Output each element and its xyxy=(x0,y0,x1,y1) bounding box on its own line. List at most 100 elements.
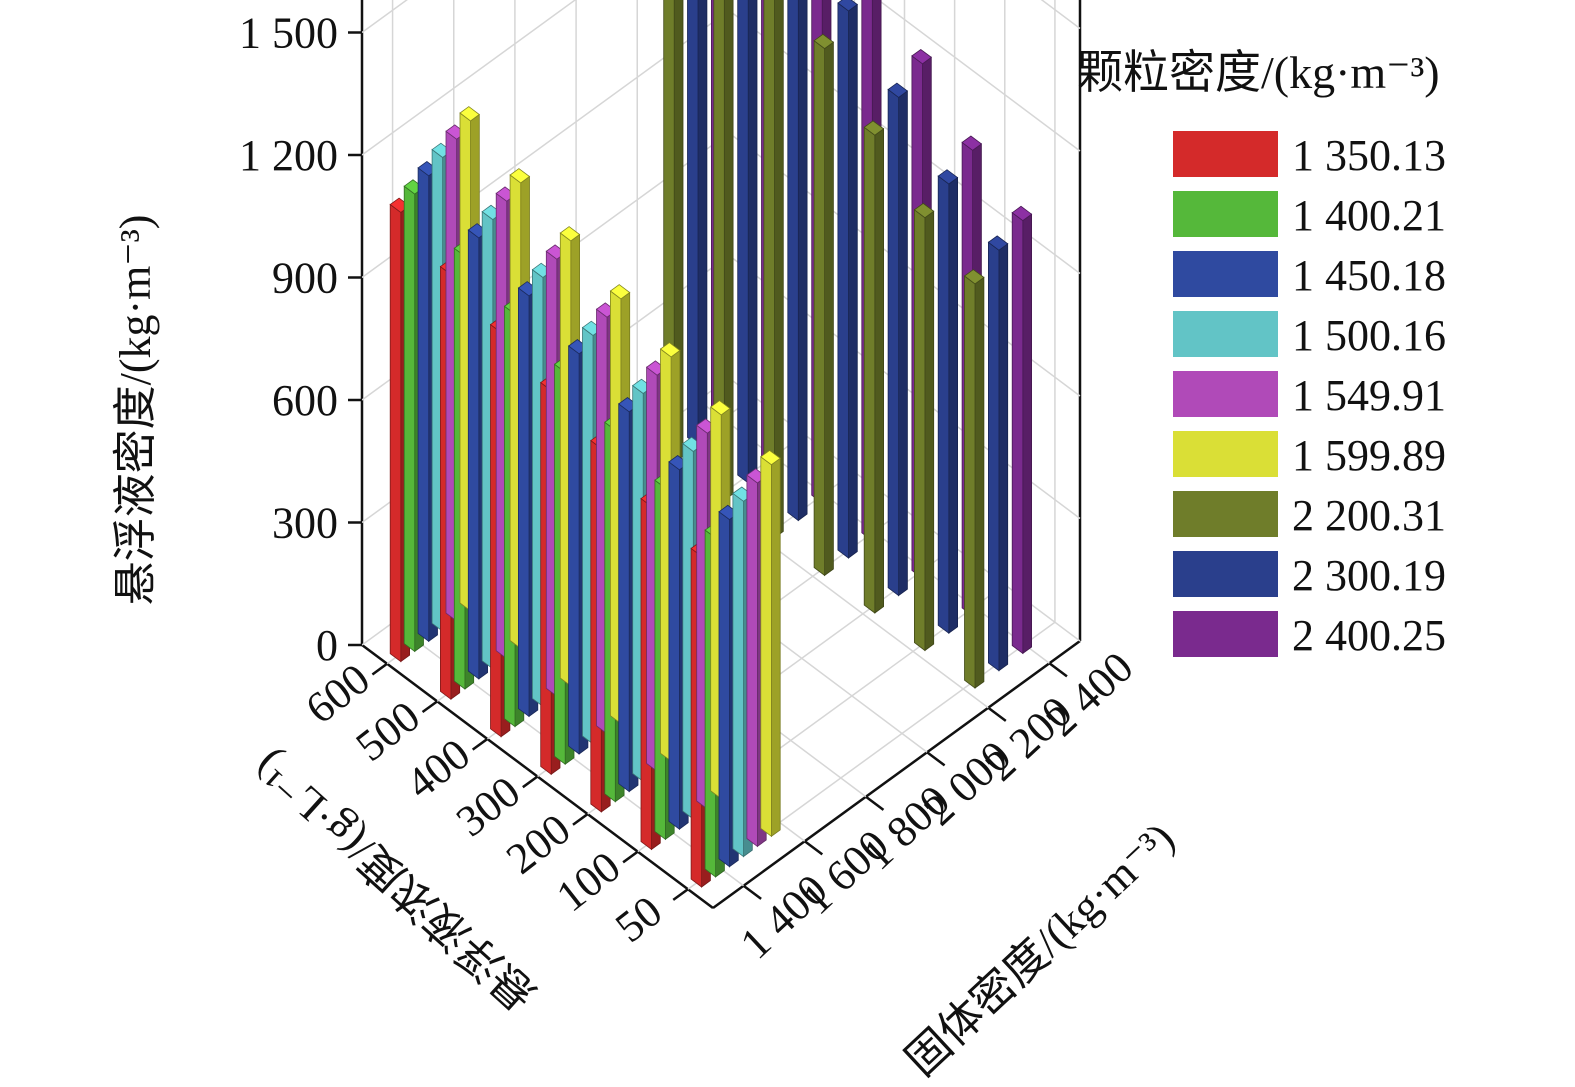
y-tick-label: 300 xyxy=(272,499,338,548)
bar xyxy=(1011,205,1033,655)
bar-face-front xyxy=(668,461,680,831)
bar-face-top xyxy=(659,342,681,358)
bar-face-front xyxy=(403,185,416,653)
z-tick-label: 50 xyxy=(606,886,671,952)
bar-face-top xyxy=(863,120,885,136)
x-tick-mark xyxy=(987,706,1007,722)
legend-label: 1 599.89 xyxy=(1292,431,1446,480)
bar-face-top xyxy=(459,106,480,122)
z-tick-mark xyxy=(622,850,639,864)
legend-label: 2 200.31 xyxy=(1292,491,1446,540)
bar-face-front xyxy=(837,2,849,559)
bar-face-front xyxy=(737,0,749,484)
bar-face-front xyxy=(718,511,730,868)
y-tick-label: 900 xyxy=(272,254,338,303)
bar-face-front xyxy=(988,241,1000,672)
bar-face-front xyxy=(389,203,402,663)
z-tick-mark xyxy=(522,775,539,789)
bar-face-side xyxy=(998,243,1009,672)
bar-face-top xyxy=(509,168,531,184)
bar-face-top xyxy=(559,226,581,242)
z-tick-mark xyxy=(421,700,438,714)
x-tick-mark xyxy=(865,795,885,811)
bar xyxy=(987,235,1009,672)
y-tick-label: 1 500 xyxy=(239,9,338,58)
z-tick-mark xyxy=(572,813,589,826)
legend-swatch xyxy=(1173,311,1278,357)
legend-label: 1 450.18 xyxy=(1292,251,1446,300)
bar-face-top xyxy=(913,202,935,219)
bar xyxy=(963,269,985,689)
bar xyxy=(837,0,858,559)
bar-face-side xyxy=(771,457,781,838)
bar-face-front xyxy=(518,287,530,718)
bar-face-top xyxy=(760,449,781,466)
bar xyxy=(863,120,885,614)
bar-face-top xyxy=(963,269,985,285)
bar-face-side xyxy=(747,0,758,484)
bar-face-side xyxy=(697,0,708,447)
bar-face-top xyxy=(887,82,909,98)
bar-face-front xyxy=(687,0,699,447)
bar-face-top xyxy=(911,49,932,65)
bars-group xyxy=(389,0,1033,888)
bar-face-top xyxy=(813,33,835,50)
grid-line-back xyxy=(361,0,577,156)
bar xyxy=(737,0,758,484)
bar xyxy=(887,82,909,597)
bar-face-front xyxy=(618,403,630,793)
legend-swatch xyxy=(1173,491,1278,537)
x-tick-mark xyxy=(804,840,824,856)
y-tick-label: 1 200 xyxy=(239,131,338,180)
bar xyxy=(760,449,781,838)
bar xyxy=(787,0,808,522)
bar-face-side xyxy=(924,210,935,652)
bar-face-front xyxy=(417,167,430,643)
legend-label: 1 400.21 xyxy=(1292,191,1446,240)
legend-swatch xyxy=(1173,251,1278,297)
x-tick-mark xyxy=(742,884,762,900)
x-axis-title: 固体密度/(kg·m⁻³) xyxy=(897,813,1184,1085)
bar-face-front xyxy=(732,492,744,858)
z-tick-mark xyxy=(672,888,689,901)
legend-swatch xyxy=(1173,191,1278,237)
bar-face-top xyxy=(937,169,959,185)
bar-face-side xyxy=(874,128,884,614)
bar-face-side xyxy=(948,176,958,634)
bar-face-front xyxy=(813,39,825,577)
legend: 颗粒密度/(kg·m⁻³) 1 350.13 1 400.21 1 450.18 1 … xyxy=(1077,47,1446,660)
z-tick-mark xyxy=(471,737,489,751)
bar xyxy=(813,33,835,577)
x-tick-mark xyxy=(1048,662,1068,678)
bar-face-top xyxy=(987,235,1009,251)
y-tick-label: 600 xyxy=(272,376,338,425)
legend-swatch xyxy=(1173,131,1278,177)
bar-face-side xyxy=(974,276,985,689)
bar-face-side xyxy=(1022,213,1032,655)
bar-face-front xyxy=(467,229,480,680)
bar-face-front xyxy=(568,345,580,755)
legend-swatch xyxy=(1173,371,1278,417)
bar xyxy=(687,0,708,447)
legend-label: 1 549.91 xyxy=(1292,371,1446,420)
z-tick-mark xyxy=(371,662,388,676)
bar-face-front xyxy=(964,275,976,689)
x-tick-mark xyxy=(926,751,946,767)
bar-face-front xyxy=(914,208,926,652)
legend-label: 2 300.19 xyxy=(1292,551,1446,600)
legend-swatch xyxy=(1173,551,1278,597)
bar-face-front xyxy=(760,456,772,838)
bar-face-top xyxy=(710,400,731,416)
bar-face-front xyxy=(746,474,758,848)
legend-swatch xyxy=(1173,611,1278,657)
bar xyxy=(913,202,935,652)
legend-label: 2 400.25 xyxy=(1292,611,1446,660)
frame-edge xyxy=(712,639,1081,910)
bar-face-front xyxy=(787,0,799,522)
bar-face-top xyxy=(609,284,631,300)
bar-face-front xyxy=(937,175,950,634)
bar-face-top xyxy=(961,135,983,151)
bar-face-side xyxy=(898,90,908,597)
legend-label: 1 350.13 xyxy=(1292,131,1446,180)
